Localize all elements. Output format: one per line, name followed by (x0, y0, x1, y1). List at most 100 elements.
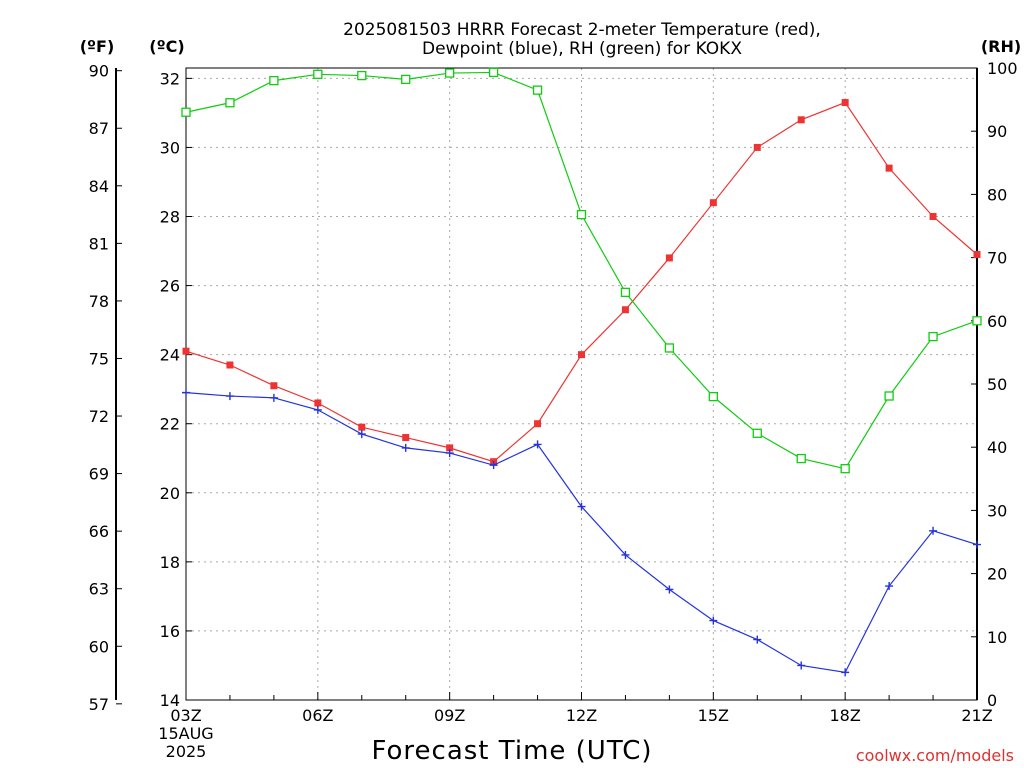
temperature-point (446, 444, 454, 452)
celsius-tick-label: 32 (160, 69, 180, 88)
fahrenheit-tick-label: 69 (89, 465, 109, 484)
dewpoint-point (621, 550, 630, 559)
series (181, 67, 982, 677)
plot-frame (185, 67, 978, 701)
rh-point (840, 464, 850, 474)
dewpoint-point (269, 393, 278, 402)
dewpoint-point (225, 392, 234, 401)
rh-tick-label: 90 (987, 122, 1007, 141)
fahrenheit-tick-label: 90 (89, 62, 109, 81)
temperature-point (665, 254, 673, 262)
x-tick-label: 18Z (830, 706, 861, 725)
rh-point (445, 68, 455, 78)
celsius-tick-label: 16 (160, 622, 180, 641)
rh-point (401, 74, 411, 85)
temperature-point (753, 143, 761, 151)
dewpoint-point (313, 405, 322, 414)
rh-point (972, 316, 982, 326)
rh-point (181, 107, 191, 117)
rh-point (884, 391, 894, 401)
rh-point (576, 209, 587, 220)
rh-tick-label: 50 (987, 375, 1007, 394)
temperature-point (841, 99, 849, 107)
fahrenheit-tick-label: 84 (89, 177, 109, 196)
temperature-point (270, 382, 278, 390)
rh-point (620, 287, 631, 298)
fahrenheit-tick-label: 60 (89, 637, 109, 656)
x-tick-label: 09Z (434, 706, 465, 725)
rh-point (488, 67, 499, 78)
rh-point (708, 391, 718, 402)
rh-point (796, 453, 806, 464)
dewpoint-point (709, 616, 718, 625)
fahrenheit-tick-label: 57 (89, 695, 109, 714)
dewpoint-point (665, 585, 674, 594)
rh-unit-label: (RH) (981, 37, 1021, 56)
fahrenheit-tick-label: 75 (89, 349, 109, 368)
temperature-point (797, 116, 805, 124)
dewpoint-point (401, 443, 410, 452)
celsius-tick-label: 22 (160, 415, 180, 434)
celsius-tick-label: 28 (160, 208, 180, 227)
rh-point (357, 70, 367, 81)
rh-point (752, 428, 762, 438)
x-tick-label: 15Z (698, 706, 729, 725)
dewpoint-point (533, 440, 542, 449)
rh-point (313, 69, 323, 79)
temperature-point (621, 306, 629, 314)
rh-point (532, 85, 543, 95)
dewpoint-point (489, 461, 498, 470)
dewpoint-point (973, 540, 981, 549)
temperature-point (578, 351, 585, 359)
temperature-point (314, 399, 322, 407)
temperature-point (709, 199, 717, 207)
x-tick-label: 2025 (166, 742, 207, 761)
axes: 57 60 63 66 69 72 75 78 81 84 87 90 14 16 18 20 22 24 26 28… (89, 59, 1018, 761)
dewpoint-point (445, 449, 454, 458)
rh-tick-label: 60 (987, 312, 1007, 331)
rh-tick-label: 80 (987, 185, 1007, 204)
rh-point (664, 343, 675, 353)
fahrenheit-tick-label: 63 (89, 580, 109, 599)
celsius-tick-label: 30 (160, 138, 180, 157)
dewpoint-point (577, 502, 586, 511)
temperature-point (358, 423, 366, 431)
credit-text: coolwx.com/models (856, 746, 1014, 765)
rh-tick-label: 10 (987, 628, 1007, 647)
celsius-tick-label: 18 (160, 553, 180, 572)
rh-tick-label: 0 (987, 691, 997, 710)
grid (186, 68, 977, 701)
dewpoint-point (885, 582, 894, 591)
temperature-point (885, 164, 893, 172)
x-tick-label: 21Z (961, 706, 992, 725)
x-tick-label: 12Z (566, 706, 597, 725)
x-tick-label: 06Z (302, 706, 333, 725)
celsius-tick-label: 26 (160, 277, 180, 296)
fahrenheit-unit-label: (ºF) (80, 37, 115, 56)
fahrenheit-tick-label: 81 (89, 234, 109, 253)
celsius-tick-label: 24 (160, 346, 180, 365)
x-tick-label: 03Z (170, 706, 201, 725)
rh-tick-label: 30 (987, 501, 1007, 520)
celsius-tick-label: 14 (160, 691, 180, 710)
dewpoint-point (357, 430, 366, 439)
temperature-point (534, 420, 542, 428)
dewpoint-point (797, 661, 806, 670)
rh-tick-label: 100 (987, 59, 1018, 78)
celsius-unit-label: (ºC) (149, 37, 184, 56)
rh-line (185, 71, 978, 470)
rh-tick-label: 70 (987, 249, 1007, 268)
rh-point (225, 98, 235, 108)
x-axis-title: Forecast Time (UTC) (371, 736, 652, 766)
dewpoint-point (182, 388, 190, 397)
x-tick-label: 15AUG (158, 724, 213, 743)
dewpoint-point (929, 526, 938, 535)
celsius-tick-label: 20 (160, 484, 180, 503)
dewpoint-point (841, 668, 850, 677)
fahrenheit-tick-label: 87 (89, 119, 109, 138)
chart-title-line-1: 2025081503 HRRR Forecast 2-meter Tempera… (343, 20, 821, 40)
fahrenheit-tick-label: 78 (89, 292, 109, 311)
temperature-point (182, 347, 190, 355)
fahrenheit-tick-label: 66 (89, 522, 109, 541)
